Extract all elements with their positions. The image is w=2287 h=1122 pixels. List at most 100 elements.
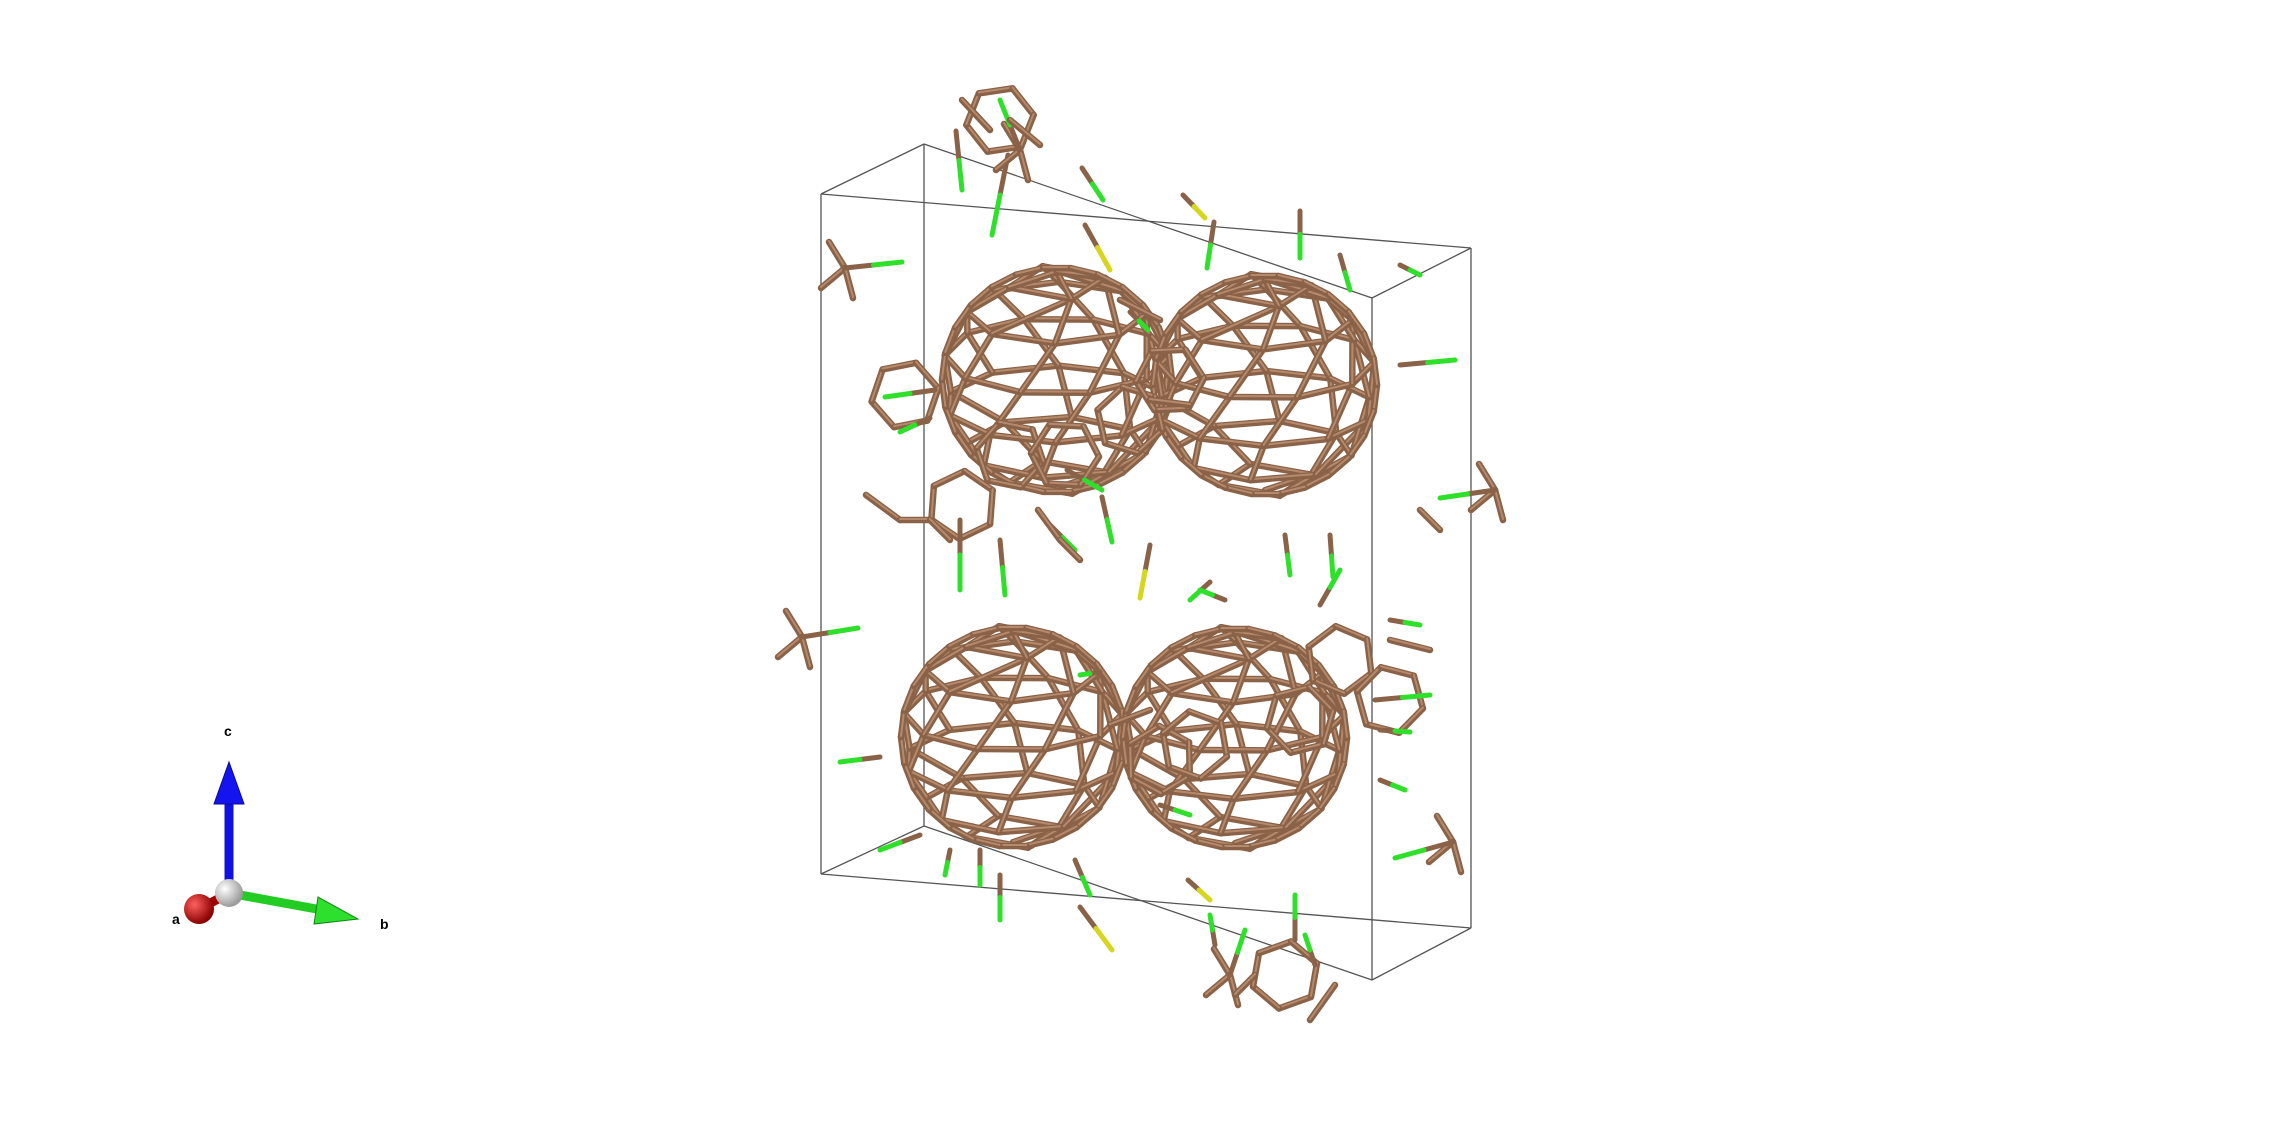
bond-highlight [1351,360,1376,385]
bond-highlight [958,522,992,539]
bond-highlight [972,626,1001,635]
fluorine-bond [1136,318,1151,333]
bond-highlight [907,769,949,791]
bond-highlight [1051,632,1078,647]
bond-highlight [1217,461,1252,485]
bond-highlight [1037,508,1061,540]
fluorine-bond [989,192,1003,238]
bond-highlight [801,635,811,667]
bond-highlight [1200,368,1268,378]
sulfur-bond [1095,245,1113,273]
bond-highlight [1010,691,1075,702]
b-axis-arrow [228,888,360,925]
bond-highlight [1075,770,1118,791]
fluorine-bond [897,422,918,435]
bond-highlight [1356,665,1382,692]
bond-highlight [912,662,931,686]
b-axis-label: b [380,916,389,932]
bond-highlight [1111,683,1123,711]
bond-highlight [1187,645,1250,660]
bond-highlight [948,825,975,840]
bond-highlight [1136,428,1164,454]
fluorine-bond [1327,567,1343,590]
bond [1421,839,1456,853]
fluorine-bond [1077,671,1093,678]
bond-highlight [1303,473,1330,488]
bond-highlight [943,353,967,379]
bond-highlight [922,733,979,750]
bond-highlight [1176,316,1203,341]
bond-highlight [948,376,967,416]
bond-highlight [928,644,951,665]
c-axis-arrow [213,760,245,892]
bond [1007,122,1023,153]
bond-highlight [966,310,994,334]
bond-highlight [1054,332,1121,344]
bond-highlight [1075,734,1102,791]
bond-highlight [1205,973,1231,995]
bond-highlight [1220,721,1228,757]
bond-highlight [1135,349,1153,382]
bond-highlight [1011,86,1035,116]
bond-highlight [1152,356,1158,385]
bond-highlight [1104,441,1139,454]
bond-highlight [1150,645,1173,666]
cell-edge [923,143,1373,299]
bond-highlight [1200,338,1265,350]
fluorine-bond [956,158,965,193]
bond [1082,222,1100,250]
bond-highlight [1054,390,1091,443]
bond-highlight [1412,673,1424,709]
bond-highlight [1234,973,1256,995]
bond-highlight [1419,508,1441,530]
bond-highlight [1347,310,1366,334]
bond-highlight [998,420,1034,430]
bond-highlight [1309,983,1336,1020]
bond-highlight [928,807,951,828]
bond-highlight [865,493,901,520]
bond-highlight [1059,538,1081,560]
bond-highlight [1045,481,1082,486]
bond [1077,904,1099,931]
bond-highlight [1129,724,1161,744]
bond-highlight [1366,637,1373,674]
bond [799,630,833,640]
fluorine-bond [1402,620,1423,628]
bond-highlight [926,386,940,421]
bond-highlight [997,825,1065,833]
bond [1465,487,1498,497]
bond [857,754,883,762]
bond-highlight [964,376,1022,393]
bond-highlight [946,747,979,791]
bond-highlight [828,240,846,268]
bond-highlight [1317,663,1336,687]
bond-highlight [1129,775,1162,794]
bond-highlight [914,360,940,389]
bond-highlight [870,367,884,402]
bond-highlight [1356,689,1368,725]
bond-highlight [1150,347,1187,352]
bond-highlight [1296,339,1327,398]
bond-highlight [1134,663,1153,687]
bond-highlight [1188,740,1191,777]
bond-highlight [1075,644,1098,665]
bond-highlight [1262,304,1280,350]
bond-highlight [1353,338,1371,398]
bond-highlight [1248,771,1308,787]
bond-highlight [1134,787,1153,811]
bond-highlight [1129,741,1132,778]
bond-highlight [1044,691,1075,750]
bond-highlight [1273,826,1300,841]
bond-highlight [1167,764,1202,779]
bond-highlight [1096,407,1107,444]
orientation-axes: c b a [172,723,389,932]
bond-highlight [1232,657,1250,703]
bond-highlight [1262,395,1299,446]
bond-highlight [1095,786,1114,810]
bond-highlight [1044,734,1102,750]
fluorine-bond [882,391,913,400]
bond-highlight [1299,324,1356,341]
bond-highlight [1096,384,1124,410]
bond-highlight [1228,347,1265,398]
